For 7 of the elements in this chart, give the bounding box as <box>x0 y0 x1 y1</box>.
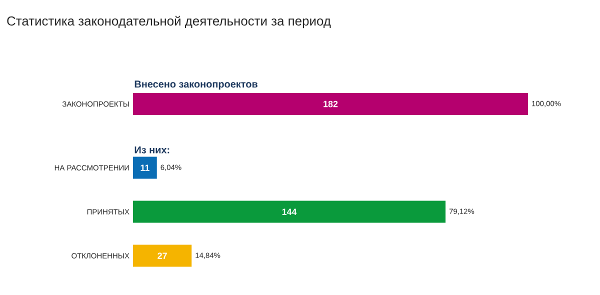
data-label: 27 <box>158 252 167 259</box>
annotation: Из них: <box>134 146 170 154</box>
data-label: 11 <box>140 164 150 171</box>
data-label: 182 <box>324 100 338 108</box>
annotation: Внесено законопроектов <box>134 80 258 90</box>
chart-title: Статистика законодательной деятельности за период <box>7 16 331 28</box>
data-label: 144 <box>282 208 297 215</box>
